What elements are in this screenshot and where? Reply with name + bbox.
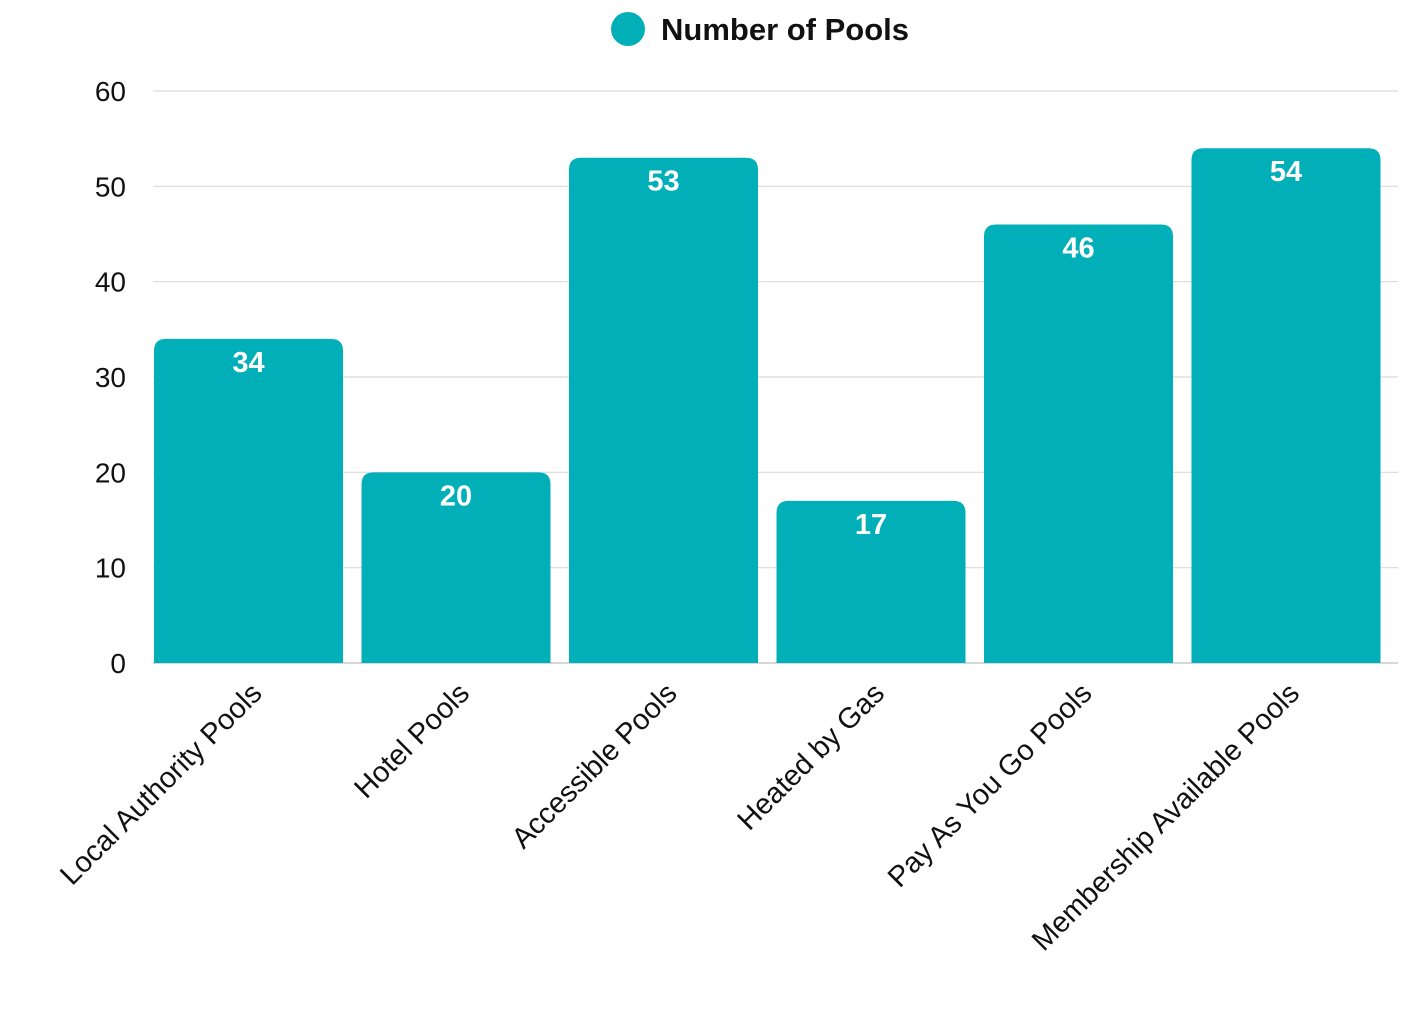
- x-category-label: Pay As You Go Pools: [882, 677, 1098, 893]
- legend-swatch: [611, 12, 645, 46]
- y-tick-label: 20: [95, 457, 126, 488]
- data-label: 34: [232, 347, 264, 379]
- y-tick-label: 30: [95, 362, 126, 393]
- x-category-label: Accessible Pools: [506, 677, 684, 855]
- bar: [984, 224, 1173, 663]
- bar: [776, 500, 966, 663]
- y-tick-label: 50: [95, 171, 126, 202]
- data-label: 53: [647, 166, 679, 198]
- data-label: 20: [440, 480, 472, 512]
- legend-label: Number of Pools: [661, 12, 909, 47]
- bars: 34 20 53 17 46 54: [154, 148, 1381, 663]
- data-label: 54: [1270, 156, 1302, 188]
- y-axis: 0 10 20 30 40 50 60: [95, 76, 126, 679]
- data-label: 17: [855, 509, 887, 541]
- bar: [569, 157, 758, 663]
- y-tick-label: 0: [110, 648, 126, 679]
- x-category-label: Hotel Pools: [348, 677, 476, 805]
- x-axis: Local Authority Pools Hotel Pools Accessib…: [54, 677, 1306, 957]
- x-category-label: Local Authority Pools: [54, 677, 268, 891]
- bar: [361, 472, 551, 663]
- y-tick-label: 60: [95, 76, 126, 107]
- y-tick-label: 10: [95, 553, 126, 584]
- bar: [154, 338, 343, 663]
- x-category-label: Heated by Gas: [732, 677, 891, 836]
- legend: Number of Pools: [611, 12, 909, 47]
- y-tick-label: 40: [95, 267, 126, 298]
- gridlines: [153, 90, 1398, 664]
- data-label: 46: [1062, 232, 1094, 264]
- bar: [1191, 148, 1381, 663]
